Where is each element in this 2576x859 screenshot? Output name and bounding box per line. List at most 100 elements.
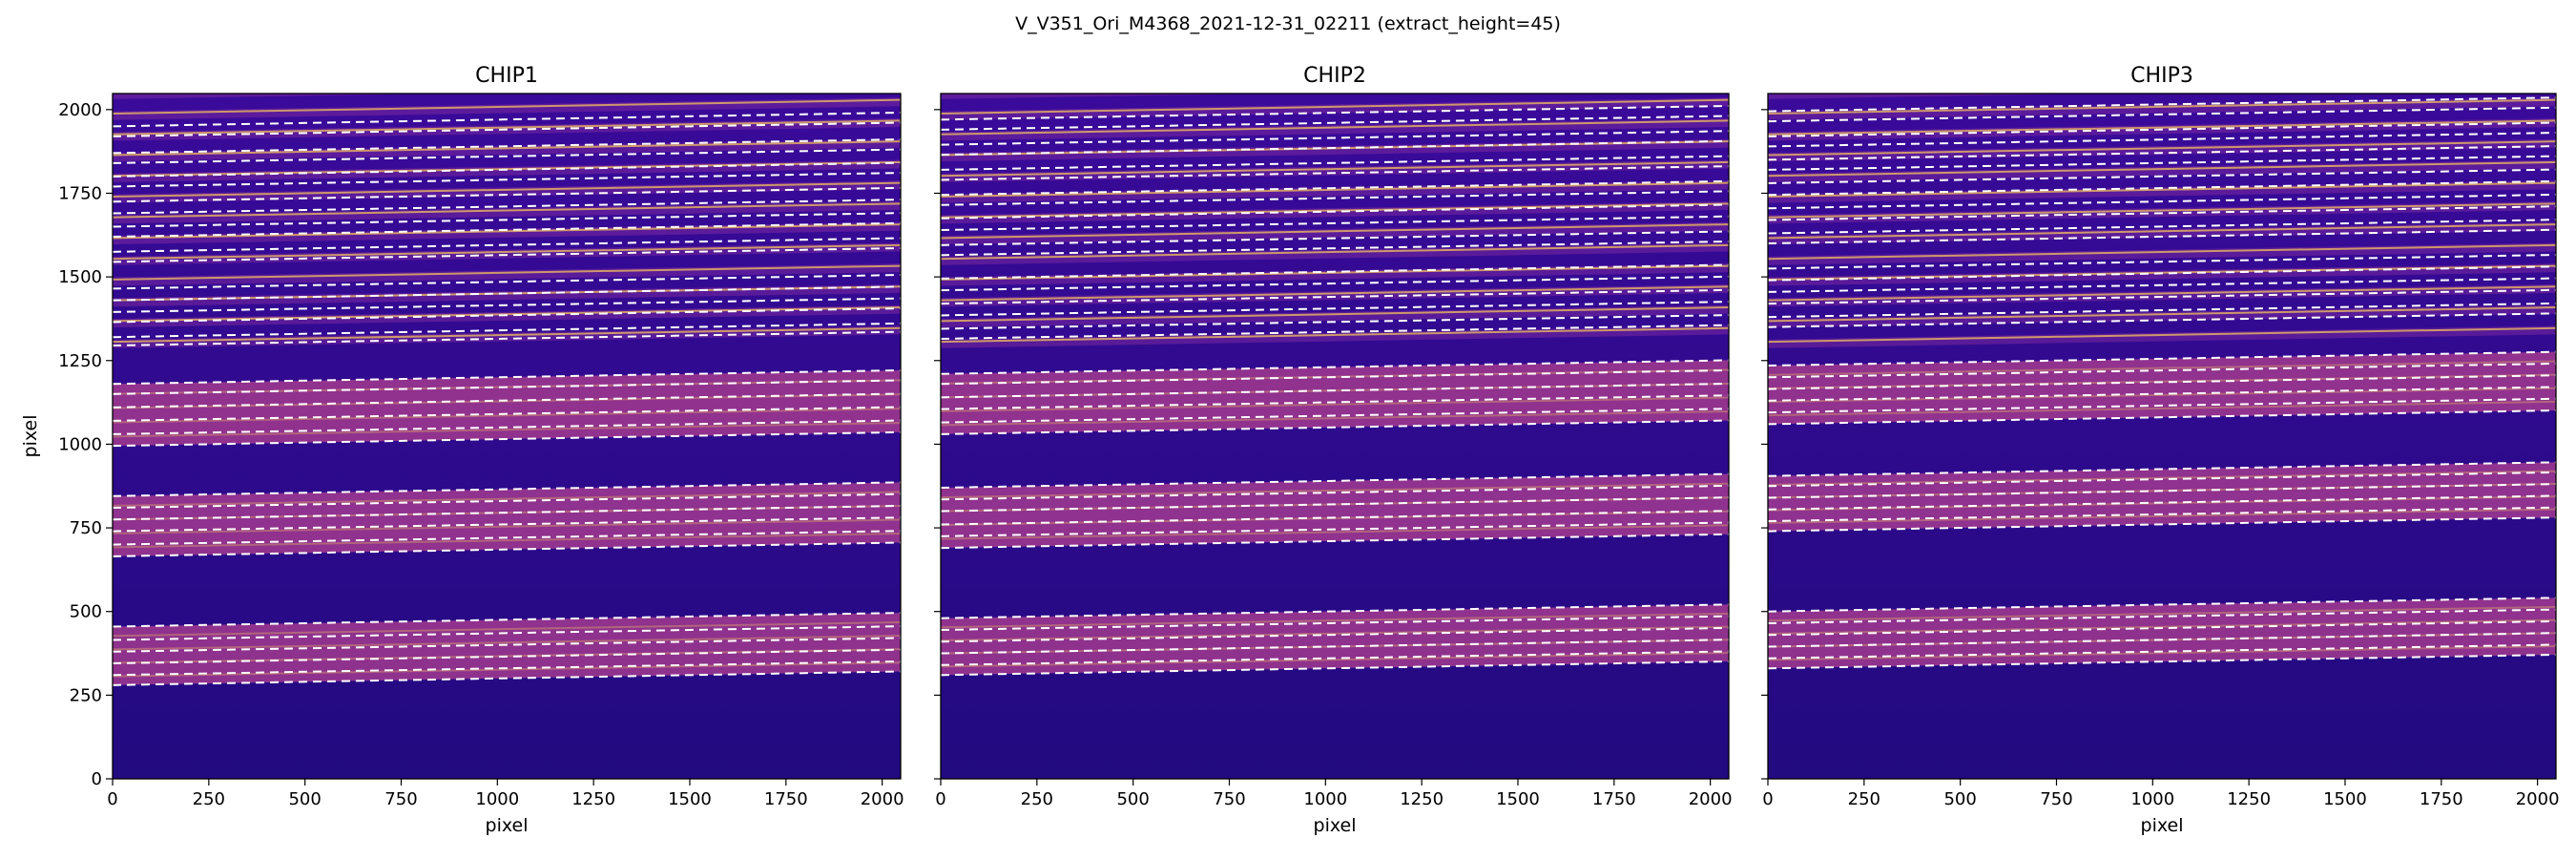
order-trace-line <box>941 165 1729 181</box>
faint-order-band <box>1768 242 2556 265</box>
order-trace-line <box>113 285 901 302</box>
order-trace-line <box>1768 506 2556 523</box>
emission-trace <box>1768 181 2556 198</box>
x-tick-label: 500 <box>288 789 321 809</box>
order-trace-line <box>941 472 1729 489</box>
band-glow-line <box>1768 400 2556 417</box>
band-glow-line <box>113 533 901 549</box>
faint-order-band <box>113 242 901 265</box>
bright-band <box>113 613 901 685</box>
y-axis-label: pixel <box>20 415 41 458</box>
order-trace-line <box>113 625 901 641</box>
heatmap-image-1 <box>113 94 901 779</box>
order-trace-line <box>1768 397 2556 414</box>
faint-order-band <box>1768 180 2556 203</box>
faint-order-band <box>1768 138 2556 162</box>
x-tick-label: 2000 <box>1689 789 1733 809</box>
order-trace-line <box>113 297 901 313</box>
x-tick-label: 1750 <box>764 789 808 809</box>
order-trace-line <box>941 510 1729 526</box>
order-trace-line <box>113 530 901 546</box>
band-glow-line <box>941 396 1729 412</box>
band-glow-line <box>941 482 1729 499</box>
axes-frame <box>940 93 1730 780</box>
order-trace-line <box>941 419 1729 435</box>
order-trace-line <box>113 148 901 164</box>
y-tick-label: 250 <box>70 685 102 705</box>
band-glow-line <box>1768 618 2556 635</box>
order-trace-line <box>113 307 901 324</box>
band-glow-line <box>1768 387 2556 404</box>
faint-order-band <box>113 221 901 245</box>
emission-trace <box>113 140 901 157</box>
faint-order-band <box>1768 283 2556 307</box>
order-trace-line <box>1768 483 2556 499</box>
x-tick-label: 1750 <box>1592 789 1636 809</box>
order-trace-line <box>941 215 1729 232</box>
x-tick-label: 1000 <box>475 789 519 809</box>
order-trace-line <box>1768 96 2556 113</box>
axes-frame <box>1767 93 2557 780</box>
bright-band <box>941 473 1729 549</box>
faint-order-band <box>941 97 1729 120</box>
bright-band <box>941 604 1729 676</box>
emission-trace <box>941 160 1729 178</box>
order-trace-line <box>113 648 901 665</box>
order-trace-line <box>113 406 901 422</box>
faint-order-band <box>1768 263 2556 286</box>
bright-band <box>113 482 901 556</box>
order-trace-line <box>941 394 1729 410</box>
faint-order-band <box>1768 304 2556 328</box>
emission-trace <box>1768 119 2556 136</box>
x-tick-label: 750 <box>384 789 417 809</box>
faint-order-band <box>113 97 901 120</box>
order-trace-line <box>941 615 1729 631</box>
band-glow-line <box>113 661 901 678</box>
emission-trace <box>941 285 1729 302</box>
x-tick-label: 1250 <box>1400 789 1444 809</box>
faint-order-band <box>113 159 901 182</box>
x-tick-label: 250 <box>193 789 225 809</box>
order-trace-line <box>1768 516 2556 533</box>
order-trace-line <box>941 314 1729 330</box>
order-trace-line <box>941 240 1729 257</box>
x-axis-label: pixel <box>1314 815 1357 836</box>
faint-order-band <box>113 138 901 162</box>
faint-order-band <box>1768 159 2556 182</box>
order-trace-line <box>1768 409 2556 426</box>
faint-order-band <box>941 325 1729 348</box>
order-trace-line <box>113 481 901 497</box>
order-trace-line <box>113 392 901 409</box>
order-trace-line <box>1768 219 2556 235</box>
band-glow-line <box>113 620 901 638</box>
order-trace-line <box>1768 597 2556 613</box>
chip-panel-2: CHIP2 0 250 500 750 1000 1250 1500 1750 2000 pixel <box>934 64 1733 836</box>
panel-title: CHIP2 <box>1303 64 1366 88</box>
heatmap-image-2 <box>941 94 1729 779</box>
order-trace-line <box>1768 179 2556 197</box>
order-trace-line <box>941 368 1729 386</box>
order-trace-line <box>941 650 1729 666</box>
order-trace-line <box>1768 228 2556 245</box>
panel-title: CHIP1 <box>475 64 538 88</box>
emission-trace <box>113 202 901 219</box>
x-tick-label: 750 <box>1213 789 1245 809</box>
order-trace-line <box>1768 653 2556 670</box>
order-trace-line <box>1768 362 2556 379</box>
order-trace-line <box>1768 643 2556 660</box>
band-glow-line <box>1768 645 2556 661</box>
heatmap-image-3 <box>1768 94 2556 779</box>
order-trace-line <box>941 324 1729 340</box>
order-trace-line <box>941 496 1729 513</box>
emission-trace <box>113 119 901 136</box>
order-trace-line <box>941 301 1729 317</box>
chip-panel-3: CHIP3 0 250 500 750 1000 1250 1500 1750 2000 pixel <box>1761 64 2560 836</box>
order-trace-line <box>941 275 1729 292</box>
emission-trace <box>941 243 1729 261</box>
bright-band <box>113 369 901 447</box>
order-trace-line <box>941 660 1729 677</box>
y-tick-label: 0 <box>92 769 102 789</box>
order-trace-line <box>113 670 901 686</box>
order-trace-line <box>941 533 1729 550</box>
